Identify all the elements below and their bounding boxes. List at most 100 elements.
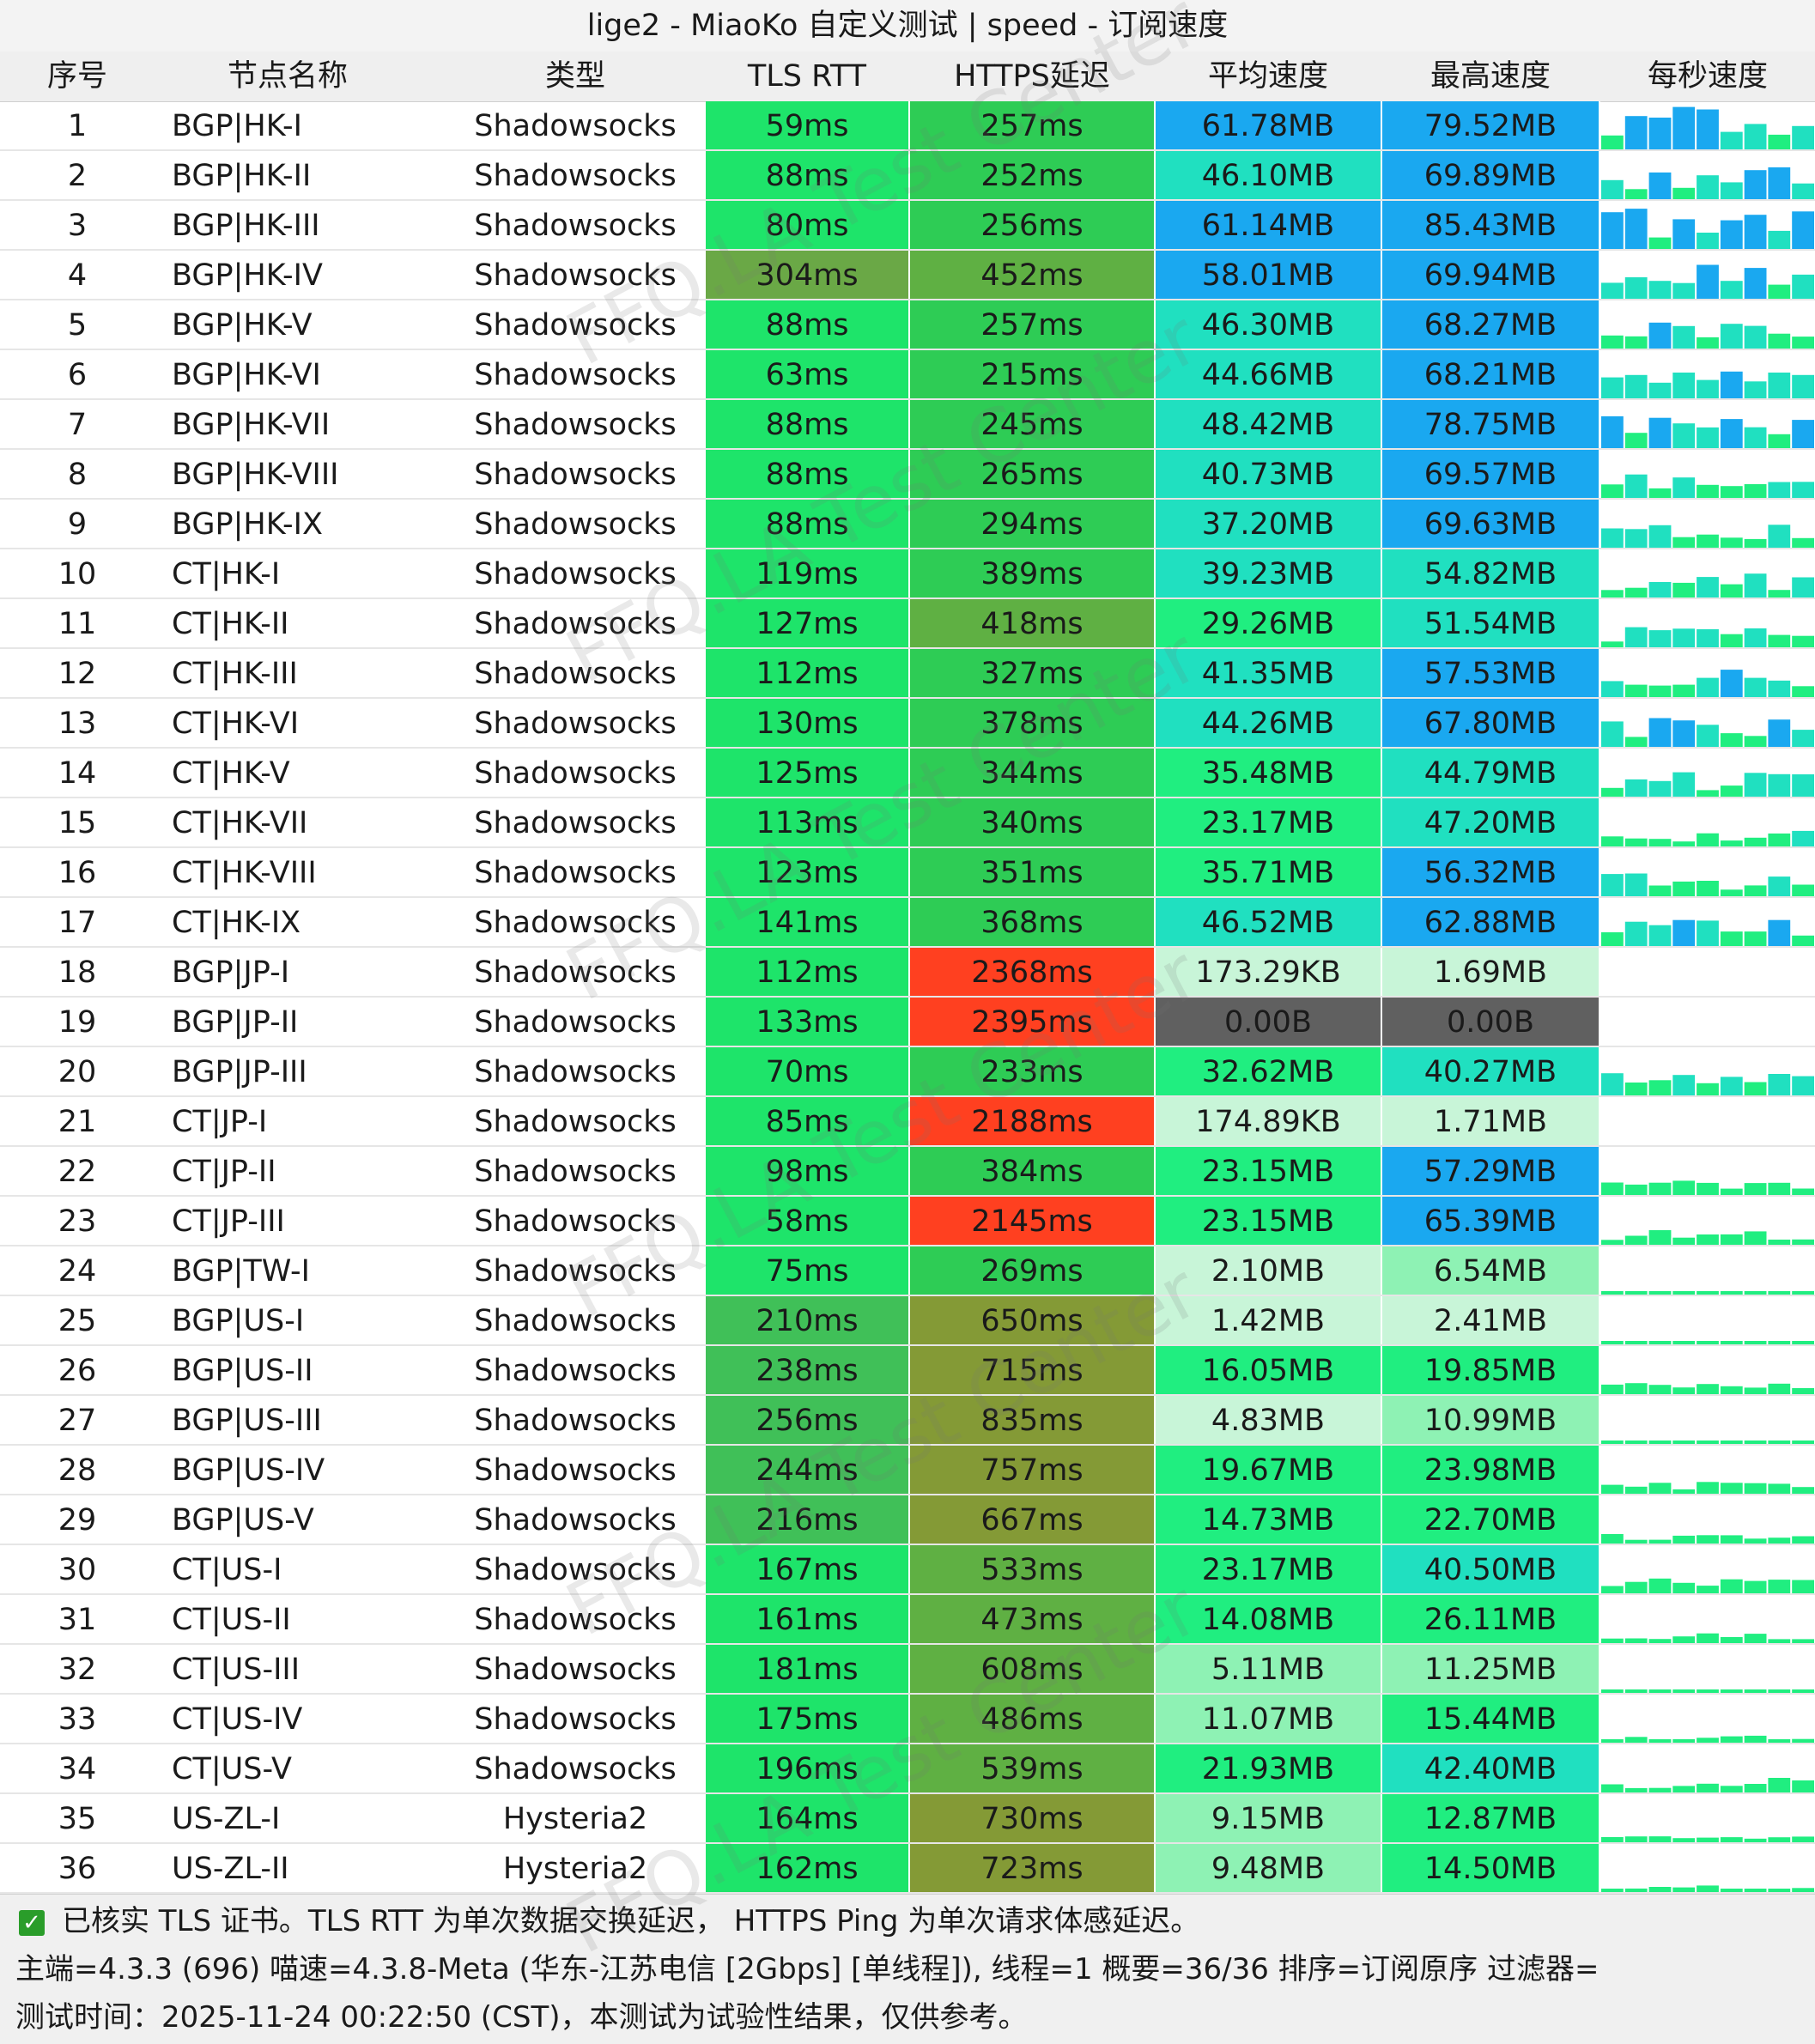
- sparkline-bar: [1768, 1739, 1791, 1743]
- table-row[interactable]: 34 CT|US-V Shadowsocks 196ms 539ms 21.93MB 42.…: [0, 1744, 1815, 1794]
- table-row[interactable]: 25 BGP|US-I Shadowsocks 210ms 650ms 1.42MB 2.4…: [0, 1296, 1815, 1346]
- table-row[interactable]: 11 CT|HK-II Shadowsocks 127ms 418ms 29.26MB 51…: [0, 599, 1815, 649]
- tls-rtt-cell: 196ms: [706, 1744, 910, 1794]
- sparkline-bar: [1768, 634, 1791, 647]
- table-row[interactable]: 2 BGP|HK-II Shadowsocks 88ms 252ms 46.10MB 69.…: [0, 151, 1815, 201]
- table-row[interactable]: 32 CT|US-III Shadowsocks 181ms 608ms 5.11MB 11…: [0, 1645, 1815, 1695]
- sparkline-bar: [1672, 1738, 1696, 1743]
- node-name: BGP|JP-I: [172, 955, 290, 990]
- https-latency-cell: 384ms: [910, 1147, 1156, 1197]
- https-latency-cell: 327ms: [910, 649, 1156, 699]
- table-row[interactable]: 8 BGP|HK-VIII Shadowsocks 88ms 265ms 40.73MB 6…: [0, 450, 1815, 500]
- table-row[interactable]: 3 BGP|HK-III Shadowsocks 80ms 256ms 61.14MB 85…: [0, 201, 1815, 251]
- column-header-per-second[interactable]: 每秒速度: [1647, 59, 1768, 94]
- sparkline-bar: [1672, 325, 1696, 349]
- sparkline-bar: [1601, 135, 1624, 149]
- sparkline-bar: [1648, 1483, 1672, 1494]
- sparkline-bar: [1624, 1341, 1648, 1344]
- tls-rtt-cell: 125ms: [706, 749, 910, 798]
- sparkline-bar: [1648, 525, 1672, 548]
- table-row[interactable]: 9 BGP|HK-IX Shadowsocks 88ms 294ms 37.20MB 69.…: [0, 500, 1815, 549]
- sparkline-bar: [1648, 885, 1672, 896]
- node-type: Shadowsocks: [474, 955, 677, 990]
- column-header-type[interactable]: 类型: [544, 59, 605, 94]
- table-row[interactable]: 12 CT|HK-III Shadowsocks 112ms 327ms 41.35MB 5…: [0, 649, 1815, 699]
- table-row[interactable]: 17 CT|HK-IX Shadowsocks 141ms 368ms 46.52MB 62…: [0, 898, 1815, 948]
- sparkline-bar: [1768, 1580, 1791, 1593]
- column-header-avg-speed[interactable]: 平均速度: [1207, 59, 1328, 94]
- sparkline-bar: [1744, 736, 1767, 747]
- column-header-https-latency[interactable]: HTTPS延迟: [954, 59, 1110, 94]
- column-header-name[interactable]: 节点名称: [227, 59, 348, 94]
- table-row[interactable]: 4 BGP|HK-IV Shadowsocks 304ms 452ms 58.01MB 69…: [0, 251, 1815, 300]
- table-row[interactable]: 15 CT|HK-VII Shadowsocks 113ms 340ms 23.17MB 4…: [0, 798, 1815, 848]
- table-row[interactable]: 33 CT|US-IV Shadowsocks 175ms 486ms 11.07MB 15…: [0, 1695, 1815, 1744]
- row-index: 27: [58, 1404, 97, 1438]
- row-index: 14: [58, 756, 97, 791]
- row-index: 8: [67, 458, 88, 492]
- sparkline-bar: [1792, 537, 1814, 548]
- per-second-sparkline: [1600, 1844, 1815, 1894]
- sparkline-bar: [1768, 1689, 1791, 1693]
- table-row[interactable]: 29 BGP|US-V Shadowsocks 216ms 667ms 14.73MB 22…: [0, 1495, 1815, 1545]
- table-row[interactable]: 7 BGP|HK-VII Shadowsocks 88ms 245ms 48.42MB 78…: [0, 400, 1815, 450]
- table-row[interactable]: 1 BGP|HK-I Shadowsocks 59ms 257ms 61.78MB 79.5…: [0, 101, 1815, 151]
- sparkline-bar: [1672, 106, 1696, 149]
- table-row[interactable]: 24 BGP|TW-I Shadowsocks 75ms 269ms 2.10MB 6.54…: [0, 1246, 1815, 1296]
- table-row[interactable]: 26 BGP|US-II Shadowsocks 238ms 715ms 16.05MB 1…: [0, 1346, 1815, 1396]
- node-name: CT|HK-VI: [172, 707, 300, 741]
- sparkline-bar: [1744, 381, 1767, 398]
- sparkline-bar: [1624, 1888, 1648, 1892]
- column-header-tls-rtt[interactable]: TLS RTT: [747, 59, 867, 94]
- row-index: 35: [58, 1802, 97, 1836]
- table-row[interactable]: 30 CT|US-I Shadowsocks 167ms 533ms 23.17MB 40.…: [0, 1545, 1815, 1595]
- node-name: CT|US-V: [172, 1752, 292, 1786]
- row-index: 9: [67, 507, 88, 542]
- node-type: Shadowsocks: [474, 1254, 677, 1289]
- column-header-max-speed[interactable]: 最高速度: [1430, 59, 1551, 94]
- table-row[interactable]: 28 BGP|US-IV Shadowsocks 244ms 757ms 19.67MB 2…: [0, 1446, 1815, 1495]
- table-row[interactable]: 35 US-ZL-I Hysteria2 164ms 730ms 9.15MB 12.87M…: [0, 1794, 1815, 1844]
- per-second-sparkline: [1600, 1296, 1815, 1346]
- table-row[interactable]: 10 CT|HK-I Shadowsocks 119ms 389ms 39.23MB 54.…: [0, 549, 1815, 599]
- sparkline-bar: [1624, 1235, 1648, 1245]
- node-name: CT|HK-I: [172, 557, 281, 591]
- sparkline-bar: [1792, 730, 1814, 747]
- max-speed-cell: 68.27MB: [1382, 300, 1600, 350]
- row-index: 20: [58, 1055, 97, 1089]
- node-name: BGP|HK-II: [172, 159, 312, 193]
- table-row[interactable]: 6 BGP|HK-VI Shadowsocks 63ms 215ms 44.66MB 68.…: [0, 350, 1815, 400]
- table-row[interactable]: 13 CT|HK-VI Shadowsocks 130ms 378ms 44.26MB 67…: [0, 699, 1815, 749]
- table-row[interactable]: 23 CT|JP-III Shadowsocks 58ms 2145ms 23.15MB 6…: [0, 1197, 1815, 1246]
- table-row[interactable]: 27 BGP|US-III Shadowsocks 256ms 835ms 4.83MB 1…: [0, 1396, 1815, 1446]
- sparkline-bar: [1648, 488, 1672, 498]
- table-row[interactable]: 22 CT|JP-II Shadowsocks 98ms 384ms 23.15MB 57.…: [0, 1147, 1815, 1197]
- table-row[interactable]: 36 US-ZL-II Hysteria2 162ms 723ms 9.48MB 14.50…: [0, 1844, 1815, 1894]
- sparkline-bar: [1744, 1291, 1767, 1295]
- sparkline-bar: [1697, 1885, 1719, 1892]
- table-row[interactable]: 20 BGP|JP-III Shadowsocks 70ms 233ms 32.62MB 4…: [0, 1047, 1815, 1097]
- table-row[interactable]: 19 BGP|JP-II Shadowsocks 133ms 2395ms 0.00B 0.…: [0, 998, 1815, 1047]
- avg-speed-cell: 44.66MB: [1156, 350, 1382, 400]
- row-index: 19: [58, 1005, 97, 1040]
- table-row[interactable]: 21 CT|JP-I Shadowsocks 85ms 2188ms 174.89KB 1.…: [0, 1097, 1815, 1147]
- per-second-sparkline: [1600, 1744, 1815, 1794]
- column-header-index[interactable]: 序号: [46, 59, 107, 94]
- table-row[interactable]: 31 CT|US-II Shadowsocks 161ms 473ms 14.08MB 26…: [0, 1595, 1815, 1645]
- sparkline-bar: [1672, 187, 1696, 199]
- node-type: Shadowsocks: [474, 1553, 677, 1587]
- sparkline-bar: [1744, 124, 1767, 149]
- sparkline-bar: [1601, 1586, 1624, 1593]
- tls-rtt-cell: 58ms: [706, 1197, 910, 1246]
- footer-info: ✓ 已核实 TLS 证书。TLS RTT 为单次数据交换延迟， HTTPS Pin…: [0, 1894, 1815, 2044]
- table-row[interactable]: 5 BGP|HK-V Shadowsocks 88ms 257ms 46.30MB 68.2…: [0, 300, 1815, 350]
- sparkline-bar: [1720, 1736, 1743, 1743]
- table-row[interactable]: 16 CT|HK-VIII Shadowsocks 123ms 351ms 35.71MB…: [0, 848, 1815, 898]
- table-row[interactable]: 18 BGP|JP-I Shadowsocks 112ms 2368ms 173.29KB…: [0, 948, 1815, 998]
- table-row[interactable]: 14 CT|HK-V Shadowsocks 125ms 344ms 35.48MB 44.…: [0, 749, 1815, 798]
- node-type: Shadowsocks: [474, 109, 677, 143]
- sparkline-bar: [1768, 1483, 1791, 1494]
- row-index: 30: [58, 1553, 97, 1587]
- sparkline-bar: [1672, 1387, 1696, 1394]
- sparkline-bar: [1720, 419, 1743, 448]
